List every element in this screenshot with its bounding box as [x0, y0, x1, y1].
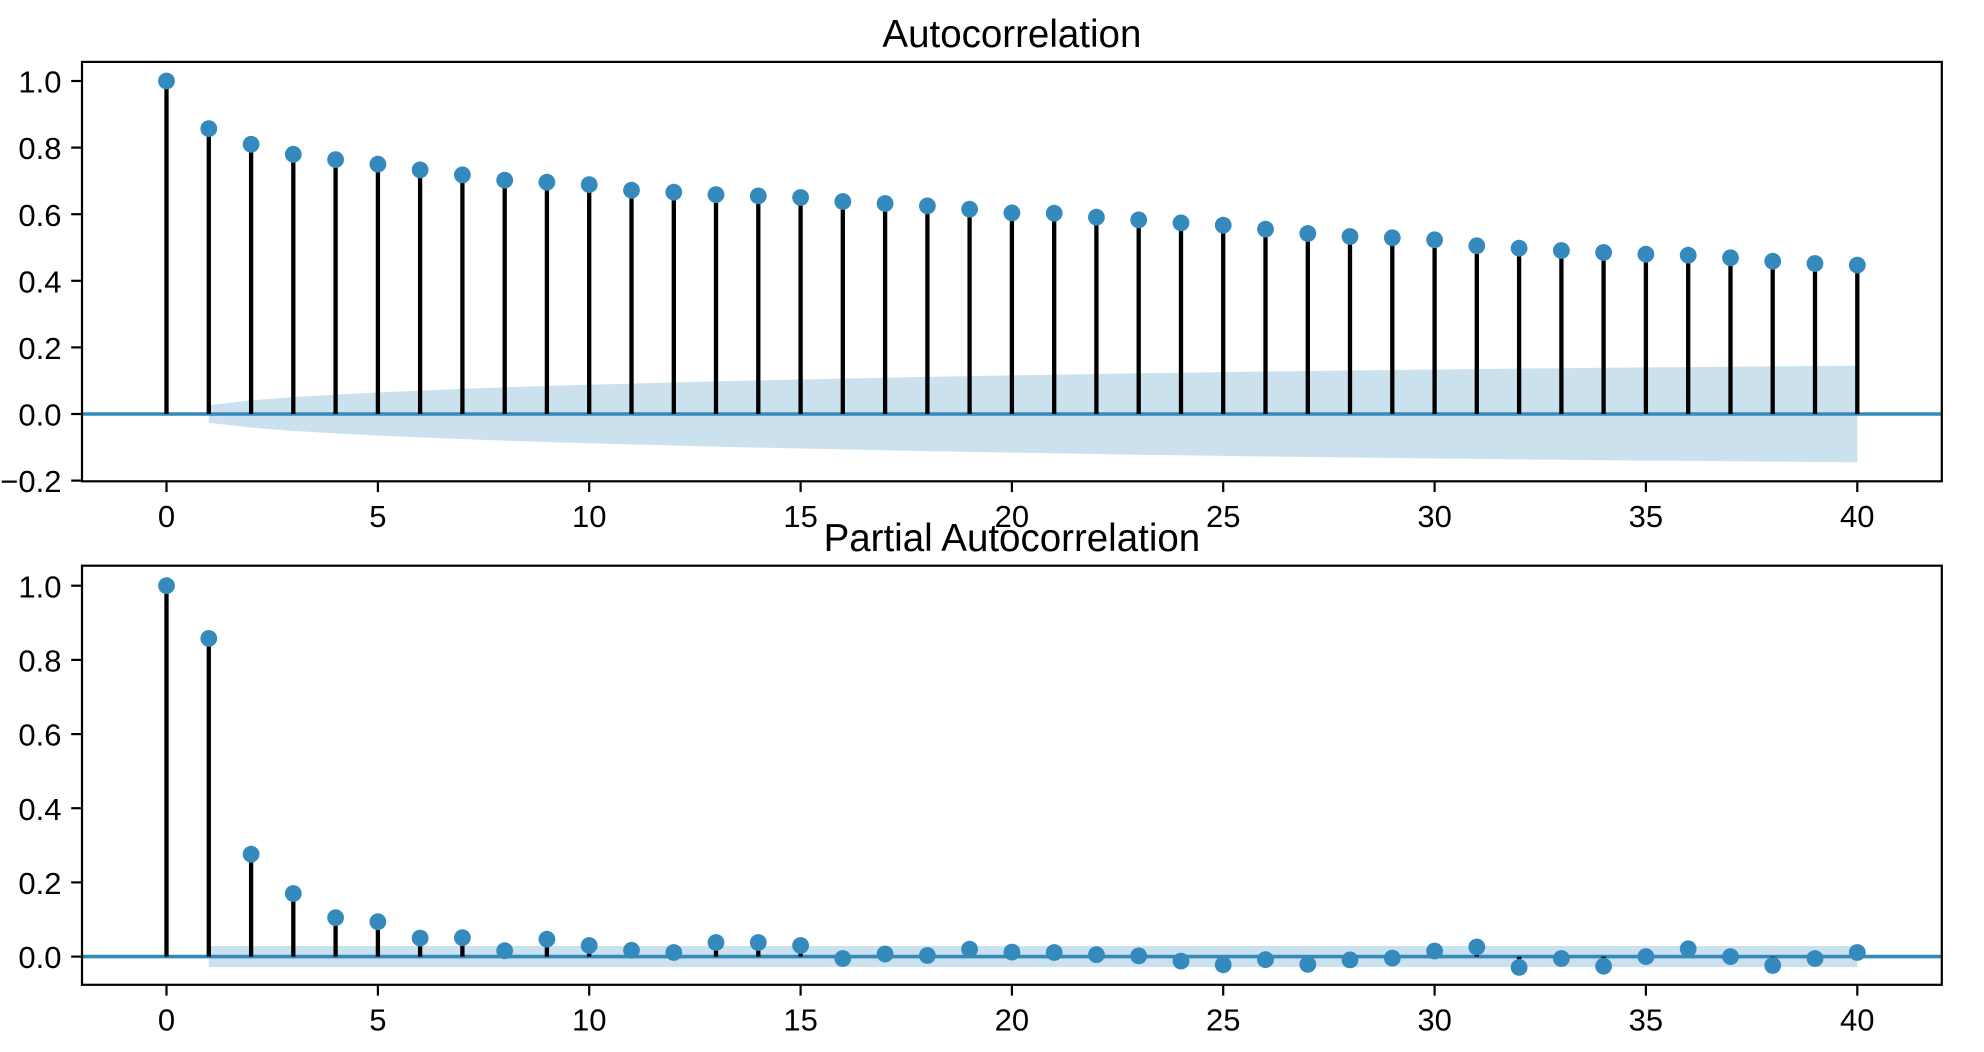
svg-text:20: 20 [995, 499, 1029, 534]
svg-text:40: 40 [1840, 499, 1874, 534]
svg-text:1.0: 1.0 [18, 569, 61, 604]
svg-text:0: 0 [158, 1003, 175, 1038]
svg-text:10: 10 [572, 499, 606, 534]
svg-text:30: 30 [1417, 1003, 1451, 1038]
svg-text:0.6: 0.6 [18, 198, 61, 233]
svg-text:30: 30 [1417, 499, 1451, 534]
svg-text:5: 5 [369, 499, 386, 534]
svg-text:40: 40 [1840, 1003, 1874, 1038]
svg-text:Partial Autocorrelation: Partial Autocorrelation [824, 517, 1201, 560]
svg-text:0.8: 0.8 [18, 131, 61, 166]
svg-text:25: 25 [1206, 1003, 1240, 1038]
svg-text:0.0: 0.0 [18, 940, 61, 975]
svg-text:0.2: 0.2 [18, 331, 61, 366]
svg-text:0.2: 0.2 [18, 866, 61, 901]
svg-text:15: 15 [783, 499, 817, 534]
svg-text:0.4: 0.4 [18, 792, 61, 827]
svg-text:0.8: 0.8 [18, 644, 61, 679]
svg-text:0: 0 [158, 499, 175, 534]
svg-text:0.0: 0.0 [18, 398, 61, 433]
svg-text:10: 10 [572, 1003, 606, 1038]
svg-text:35: 35 [1629, 499, 1663, 534]
svg-text:0.6: 0.6 [18, 718, 61, 753]
svg-text:25: 25 [1206, 499, 1240, 534]
svg-text:−0.2: −0.2 [0, 464, 61, 499]
svg-text:35: 35 [1629, 1003, 1663, 1038]
svg-text:Autocorrelation: Autocorrelation [882, 13, 1141, 56]
svg-text:1.0: 1.0 [18, 65, 61, 100]
svg-text:0.4: 0.4 [18, 264, 61, 299]
svg-text:5: 5 [369, 1003, 386, 1038]
svg-text:20: 20 [995, 1003, 1029, 1038]
svg-text:15: 15 [783, 1003, 817, 1038]
